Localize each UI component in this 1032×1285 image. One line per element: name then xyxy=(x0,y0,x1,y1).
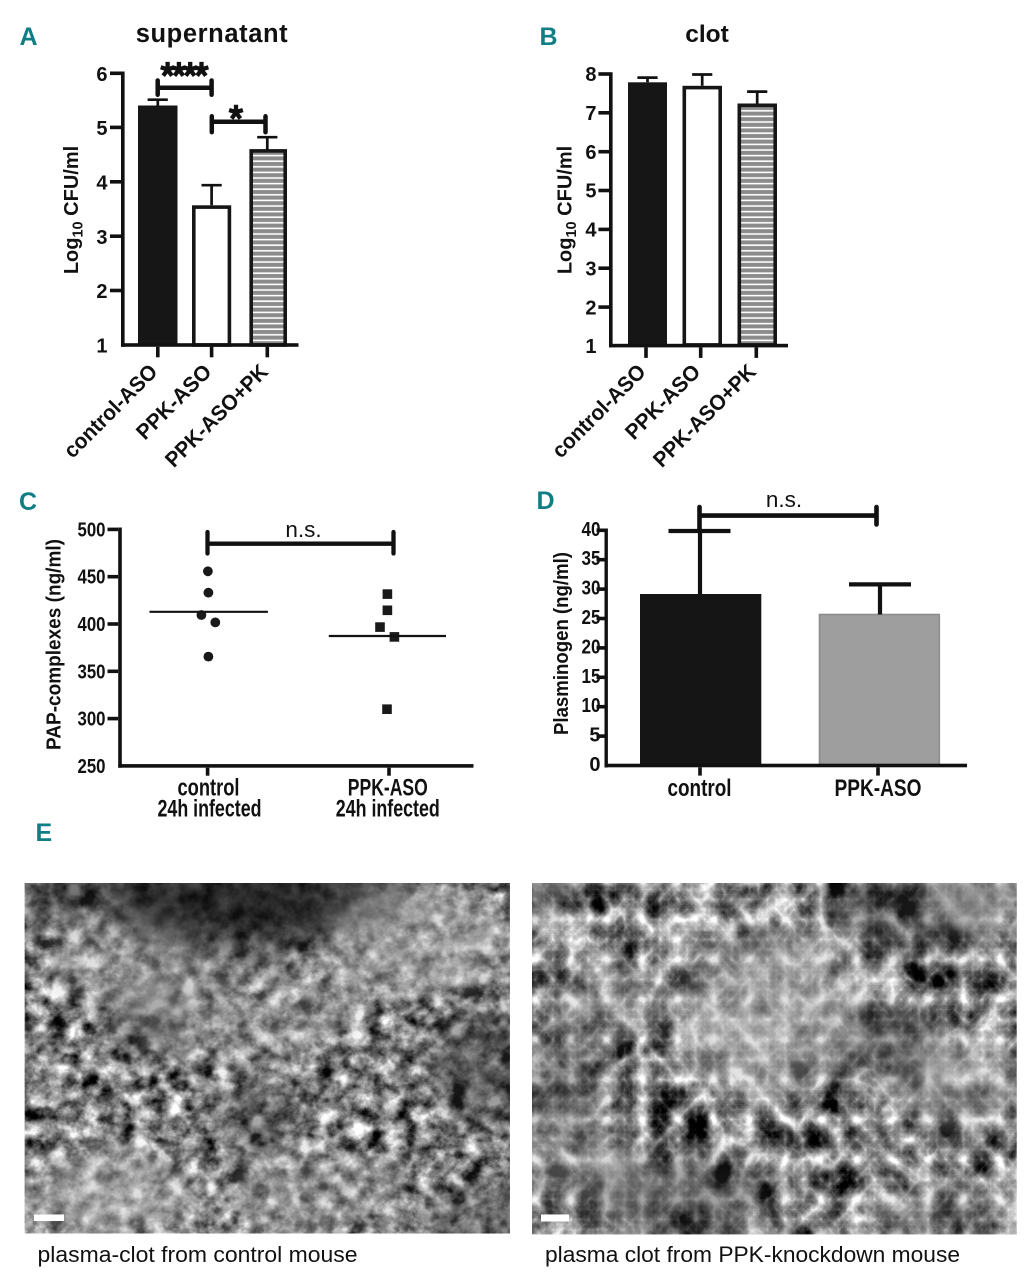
svg-text:24h infected: 24h infected xyxy=(336,796,440,823)
svg-text:6: 6 xyxy=(585,142,596,164)
svg-text:500: 500 xyxy=(78,519,106,541)
svg-text:6: 6 xyxy=(96,64,107,86)
svg-text:1: 1 xyxy=(96,336,107,358)
svg-text:A: A xyxy=(20,23,38,51)
svg-text:5: 5 xyxy=(589,725,600,747)
svg-text:0: 0 xyxy=(589,754,600,776)
svg-text:4: 4 xyxy=(96,173,108,195)
svg-text:450: 450 xyxy=(78,567,106,589)
svg-text:24h infected: 24h infected xyxy=(158,796,262,823)
svg-text:control: control xyxy=(668,775,732,802)
svg-text:7: 7 xyxy=(585,103,596,125)
svg-text:3: 3 xyxy=(96,227,107,249)
svg-text:C: C xyxy=(19,488,37,516)
svg-text:clot: clot xyxy=(685,21,729,48)
svg-text:1: 1 xyxy=(585,336,596,358)
svg-text:4: 4 xyxy=(585,220,597,242)
svg-text:B: B xyxy=(540,23,558,51)
svg-text:300: 300 xyxy=(78,709,106,731)
svg-text:5: 5 xyxy=(96,118,107,140)
svg-text:PPK-ASO: PPK-ASO xyxy=(835,775,922,802)
svg-text:PAP-complexes (ng/ml): PAP-complexes (ng/ml) xyxy=(44,539,66,750)
svg-text:3: 3 xyxy=(585,258,596,280)
svg-text:plasma-clot from control mouse: plasma-clot from control mouse xyxy=(38,1242,358,1267)
svg-text:15: 15 xyxy=(582,666,601,688)
svg-text:5: 5 xyxy=(585,181,596,203)
svg-text:Plasminogen (ng/ml): Plasminogen (ng/ml) xyxy=(551,552,573,735)
svg-text:30: 30 xyxy=(582,578,601,600)
svg-text:40: 40 xyxy=(582,519,601,541)
svg-text:10: 10 xyxy=(582,695,601,717)
svg-text:control: control xyxy=(178,775,240,802)
svg-text:2: 2 xyxy=(96,281,107,303)
svg-text:plasma clot from PPK-knockdown: plasma clot from PPK-knockdown mouse xyxy=(545,1242,960,1267)
svg-text:D: D xyxy=(537,487,555,515)
svg-text:n.s.: n.s. xyxy=(766,487,802,512)
svg-text:Log10 CFU/ml: Log10 CFU/ml xyxy=(555,146,581,274)
svg-text:400: 400 xyxy=(78,614,106,636)
svg-text:supernatant: supernatant xyxy=(136,20,289,48)
svg-text:2: 2 xyxy=(585,297,596,319)
svg-text:8: 8 xyxy=(585,64,596,86)
svg-text:25: 25 xyxy=(582,607,601,629)
svg-text:n.s.: n.s. xyxy=(285,517,321,542)
svg-text:350: 350 xyxy=(78,661,106,683)
svg-text:250: 250 xyxy=(78,756,106,778)
svg-text:PPK-ASO: PPK-ASO xyxy=(348,775,428,802)
svg-text:Log10 CFU/ml: Log10 CFU/ml xyxy=(61,146,87,274)
svg-text:20: 20 xyxy=(582,636,601,658)
svg-text:35: 35 xyxy=(582,548,601,570)
svg-text:E: E xyxy=(36,819,53,847)
